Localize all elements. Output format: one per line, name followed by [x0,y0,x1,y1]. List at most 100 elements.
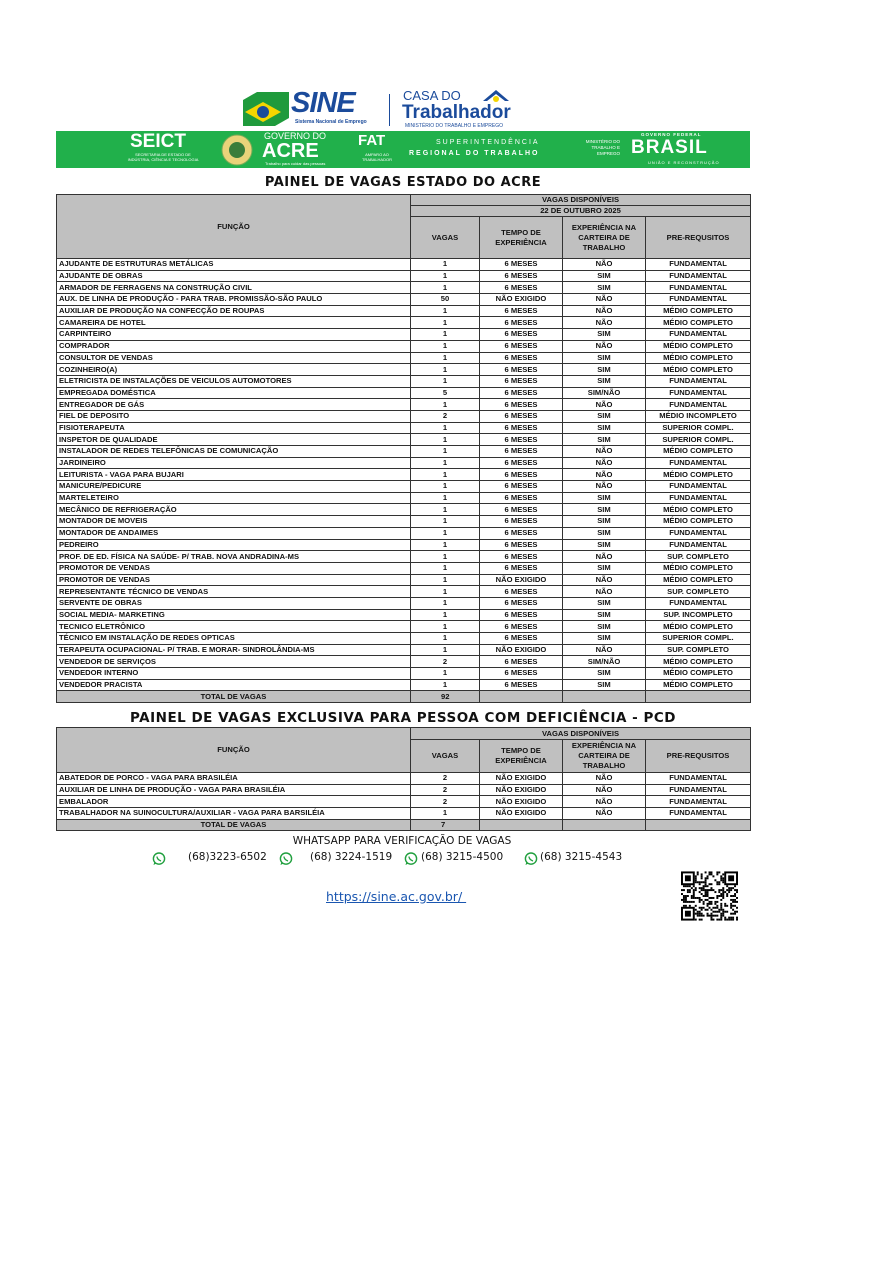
col-funcao: FUNÇÃO [56,194,411,259]
cell-prerequisitos: MÉDIO COMPLETO [644,573,752,587]
cell-prerequisitos: FUNDAMENTAL [644,491,752,505]
cell-vagas: 1 [410,269,480,283]
cell-prerequisitos: MÉDIO COMPLETO [644,468,752,482]
table-row: AUXILIAR DE PRODUÇÃO NA CONFECÇÃO DE ROU… [56,304,752,318]
cell-tempo: NÃO EXIGIDO [479,573,563,587]
cell-prerequisitos: MÉDIO COMPLETO [644,678,752,692]
whatsapp-icon [524,852,538,865]
cell-carteira: SIM [562,678,646,692]
cell-carteira: NÃO [562,468,646,482]
cell-vagas: 1 [410,643,480,657]
cell-prerequisitos: MÉDIO COMPLETO [644,561,752,575]
cell-carteira: SIM [562,596,646,610]
cell-vagas: 1 [410,807,480,820]
cell-tempo: 6 MESES [479,328,563,341]
cell-funcao: TERAPEUTA OCUPACIONAL- P/ TRAB. E MORAR-… [56,643,411,657]
col-header: VAGAS [410,739,480,773]
cell-carteira: SIM [562,632,646,645]
cell-prerequisitos: MÉDIO COMPLETO [644,316,752,330]
cell-vagas: 1 [410,667,480,680]
cell-tempo: 6 MESES [479,445,563,458]
cell-tempo: 6 MESES [479,258,563,271]
cell-carteira: SIM [562,503,646,517]
cell-carteira: SIM [562,667,646,680]
mte-text: MINISTÉRIO DO TRABALHO E EMPREGO [585,139,620,156]
table-row: COMPRADOR 1 6 MESES NÃO MÉDIO COMPLETO [56,339,752,353]
cell-carteira: SIM [562,608,646,622]
cell-funcao: AJUDANTE DE ESTRUTURAS METÁLICAS [56,258,411,271]
empty-cell [562,690,646,704]
table-row: AJUDANTE DE ESTRUTURAS METÁLICAS 1 6 MESES… [56,258,752,271]
cell-carteira: SIM [562,421,646,435]
cell-funcao: CARPINTEIRO [56,328,411,341]
cell-carteira: NÃO [562,783,646,797]
cell-vagas: 1 [410,316,480,330]
cell-funcao: MECÂNICO DE REFRIGERAÇÃO [56,503,411,517]
table-row: LEITURISTA - VAGA PARA BUJARI 1 6 MESES NÃO… [56,468,752,482]
whatsapp-phone[interactable]: (68) 3215-4543 [540,851,623,863]
acre-coat-of-arms-icon [221,134,253,166]
cell-funcao: MONTADOR DE MOVEIS [56,515,411,528]
cell-prerequisitos: MÉDIO COMPLETO [644,339,752,353]
cell-prerequisitos: FUNDAMENTAL [644,807,752,820]
governo-do-text: GOVERNO DO [264,131,327,141]
cell-vagas: 1 [410,515,480,528]
cell-funcao: CAMAREIRA DE HOTEL [56,316,411,330]
cell-prerequisitos: FUNDAMENTAL [644,480,752,493]
cell-tempo: NÃO EXIGIDO [479,643,563,657]
cell-funcao: FISIOTERAPEUTA [56,421,411,435]
cell-vagas: 1 [410,398,480,411]
cell-tempo: 6 MESES [479,515,563,528]
table-row: SOCIAL MEDIA- MARKETING 1 6 MESES SIM SUP. I… [56,608,752,622]
cell-tempo: 6 MESES [479,363,563,376]
cell-vagas: 50 [410,293,480,306]
cell-tempo: 6 MESES [479,667,563,680]
cell-prerequisitos: SUPERIOR COMPL. [644,433,752,446]
governo-federal-text: GOVERNO FEDERAL [641,132,702,137]
ministerio-text: MINISTÉRIO DO TRABALHO E EMPREGO [405,123,503,129]
table-row: VENDEDOR DE SERVIÇOS 2 6 MESES SIM/NÃO MÉDIO… [56,655,752,669]
cell-carteira: NÃO [562,573,646,587]
cell-tempo: 6 MESES [479,374,563,388]
whatsapp-phone[interactable]: (68) 3224-1519 [310,851,393,863]
whatsapp-phone[interactable]: (68) 3215-4500 [421,851,504,863]
cell-carteira: SIM [562,433,646,446]
cell-vagas: 1 [410,620,480,633]
cell-vagas: 2 [410,772,480,785]
cell-tempo: NÃO EXIGIDO [479,807,563,820]
cell-tempo: 6 MESES [479,503,563,517]
cell-carteira: SIM [562,491,646,505]
table-row: COZINHEIRO(A) 1 6 MESES SIM MÉDIO COMPLETO [56,363,752,376]
cell-carteira: SIM [562,363,646,376]
whatsapp-phone[interactable]: (68)3223-6502 [188,851,267,863]
cell-carteira: SIM/NÃO [562,655,646,669]
cell-vagas: 1 [410,421,480,435]
col-funcao: FUNÇÃO [56,727,411,773]
cell-prerequisitos: FUNDAMENTAL [644,398,752,411]
cell-prerequisitos: FUNDAMENTAL [644,293,752,306]
cell-funcao: ARMADOR DE FERRAGENS NA CONSTRUÇÃO CIVIL [56,281,411,295]
empty-cell [644,818,752,832]
cell-tempo: 6 MESES [479,269,563,283]
brasil-logo: BRASIL [631,137,708,158]
cell-vagas: 1 [410,328,480,341]
cell-vagas: 1 [410,561,480,575]
table-row: MANICURE/PEDICURE 1 6 MESES NÃO FUNDAMENTAL [56,480,752,493]
cell-funcao: TRABALHADOR NA SUINOCULTURA/AUXILIAR - V… [56,807,411,820]
qr-code-icon[interactable] [681,871,738,921]
sine-website-link[interactable]: https://sine.ac.gov.br/ [326,889,467,904]
cell-prerequisitos: MÉDIO COMPLETO [644,655,752,669]
table-row: REPRESENTANTE TÉCNICO DE VENDAS 1 6 MESES N… [56,585,752,598]
cell-funcao: TECNICO ELETRÔNICO [56,620,411,633]
cell-vagas: 2 [410,409,480,423]
cell-carteira: NÃO [562,316,646,330]
total-value: 92 [410,690,480,704]
cell-prerequisitos: FUNDAMENTAL [644,269,752,283]
cell-tempo: 6 MESES [479,386,563,400]
table-row: EMPREGADA DOMÉSTICA 5 6 MESES SIM/NÃO FUNDAM… [56,386,752,400]
cell-carteira: NÃO [562,585,646,598]
cell-funcao: TÉCNICO EM INSTALAÇÃO DE REDES OPTICAS [56,632,411,645]
cell-carteira: NÃO [562,293,646,306]
table-row: CARPINTEIRO 1 6 MESES SIM FUNDAMENTAL [56,328,752,341]
cell-tempo: 6 MESES [479,585,563,598]
